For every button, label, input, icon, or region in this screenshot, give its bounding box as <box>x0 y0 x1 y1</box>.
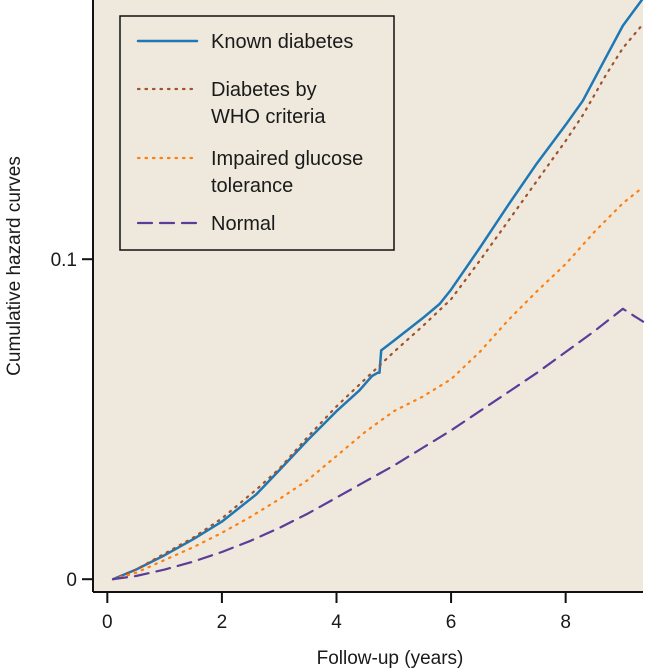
y-axis-title: Cumulative hazard curves <box>4 156 25 376</box>
legend-label-1: Diabetes by <box>211 79 317 101</box>
legend-label-2: Impaired glucose <box>211 148 363 170</box>
legend-label-1: WHO criteria <box>211 106 326 128</box>
x-tick-label: 4 <box>331 612 342 633</box>
legend-label-3: Normal <box>211 213 275 235</box>
legend-label-0: Known diabetes <box>211 31 353 53</box>
legend-label-2: tolerance <box>211 175 293 197</box>
series-line-2 <box>112 186 645 581</box>
x-axis-title: Follow-up (years) <box>317 648 464 669</box>
series-line-3 <box>112 307 645 581</box>
series-line-0 <box>111 0 644 581</box>
plot-area <box>93 0 643 592</box>
series-layer <box>111 0 645 581</box>
y-tick-label: 0.1 <box>51 250 77 271</box>
y-tick-label: 0 <box>66 570 77 591</box>
x-tick-label: 6 <box>446 612 457 633</box>
legend-box <box>119 15 395 251</box>
x-tick-label: 8 <box>560 612 571 633</box>
legend: Known diabetes Diabetes by WHO criteria Imp… <box>119 15 395 251</box>
x-tick-label: 2 <box>217 612 228 633</box>
x-tick-label: 0 <box>102 612 113 633</box>
axes-layer: 0 2 4 6 8 0 0.1 <box>51 0 643 633</box>
